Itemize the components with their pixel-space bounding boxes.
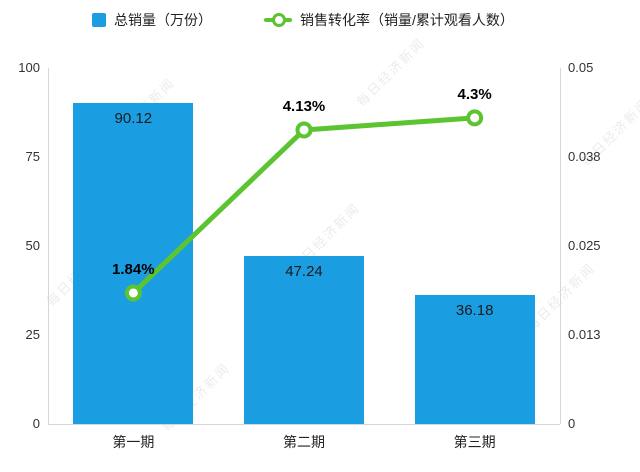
- y-axis-right-line: [560, 68, 561, 424]
- right-axis-tick-label: 0.013: [568, 327, 601, 342]
- bar-value-label: 36.18: [455, 302, 494, 320]
- bar[interactable]: [414, 295, 535, 424]
- left-axis-tick-label: 25: [25, 327, 40, 342]
- line-point-label: 4.13%: [282, 97, 326, 115]
- bar[interactable]: [244, 255, 364, 424]
- right-axis-tick-label: 0: [568, 416, 576, 431]
- legend-item-conversion-rate[interactable]: 销售转化率（销量/累计观看人数）: [264, 10, 514, 30]
- bar-value-label: 90.12: [114, 110, 153, 128]
- bar-value-label: 47.24: [285, 262, 323, 280]
- left-axis-tick-label: 0: [32, 416, 40, 431]
- right-axis-tick-label: 0.05: [568, 60, 594, 75]
- line-point[interactable]: [124, 284, 142, 302]
- line-series-dot-icon: [272, 13, 286, 27]
- bar-series-swatch-icon: [92, 13, 106, 27]
- line-series-marker-icon: [264, 13, 292, 27]
- left-axis-tick-label: 75: [25, 149, 40, 164]
- line-point[interactable]: [295, 121, 313, 139]
- x-axis-category-label: 第一期: [112, 434, 155, 450]
- y-axis-left-line: [48, 68, 49, 424]
- legend-item-total-sales[interactable]: 总销量（万份）: [92, 10, 212, 30]
- line-point-label: 1.84%: [112, 260, 155, 278]
- x-axis-category-label: 第二期: [283, 434, 325, 450]
- left-axis-tick-label: 100: [18, 60, 40, 75]
- legend: 总销量（万份） 销售转化率（销量/累计观看人数）: [92, 10, 514, 30]
- legend-label-total-sales: 总销量（万份）: [114, 12, 212, 28]
- right-axis-tick-label: 0.025: [568, 238, 601, 253]
- x-axis-category-label: 第三期: [453, 434, 496, 450]
- line-point-label: 4.3%: [457, 85, 492, 103]
- legend-label-conversion-rate: 销售转化率（销量/累计观看人数）: [300, 12, 514, 28]
- right-axis-tick-label: 0.038: [568, 149, 601, 164]
- left-axis-tick-label: 50: [25, 238, 40, 253]
- x-axis-line: [48, 424, 560, 425]
- line-point[interactable]: [466, 109, 484, 127]
